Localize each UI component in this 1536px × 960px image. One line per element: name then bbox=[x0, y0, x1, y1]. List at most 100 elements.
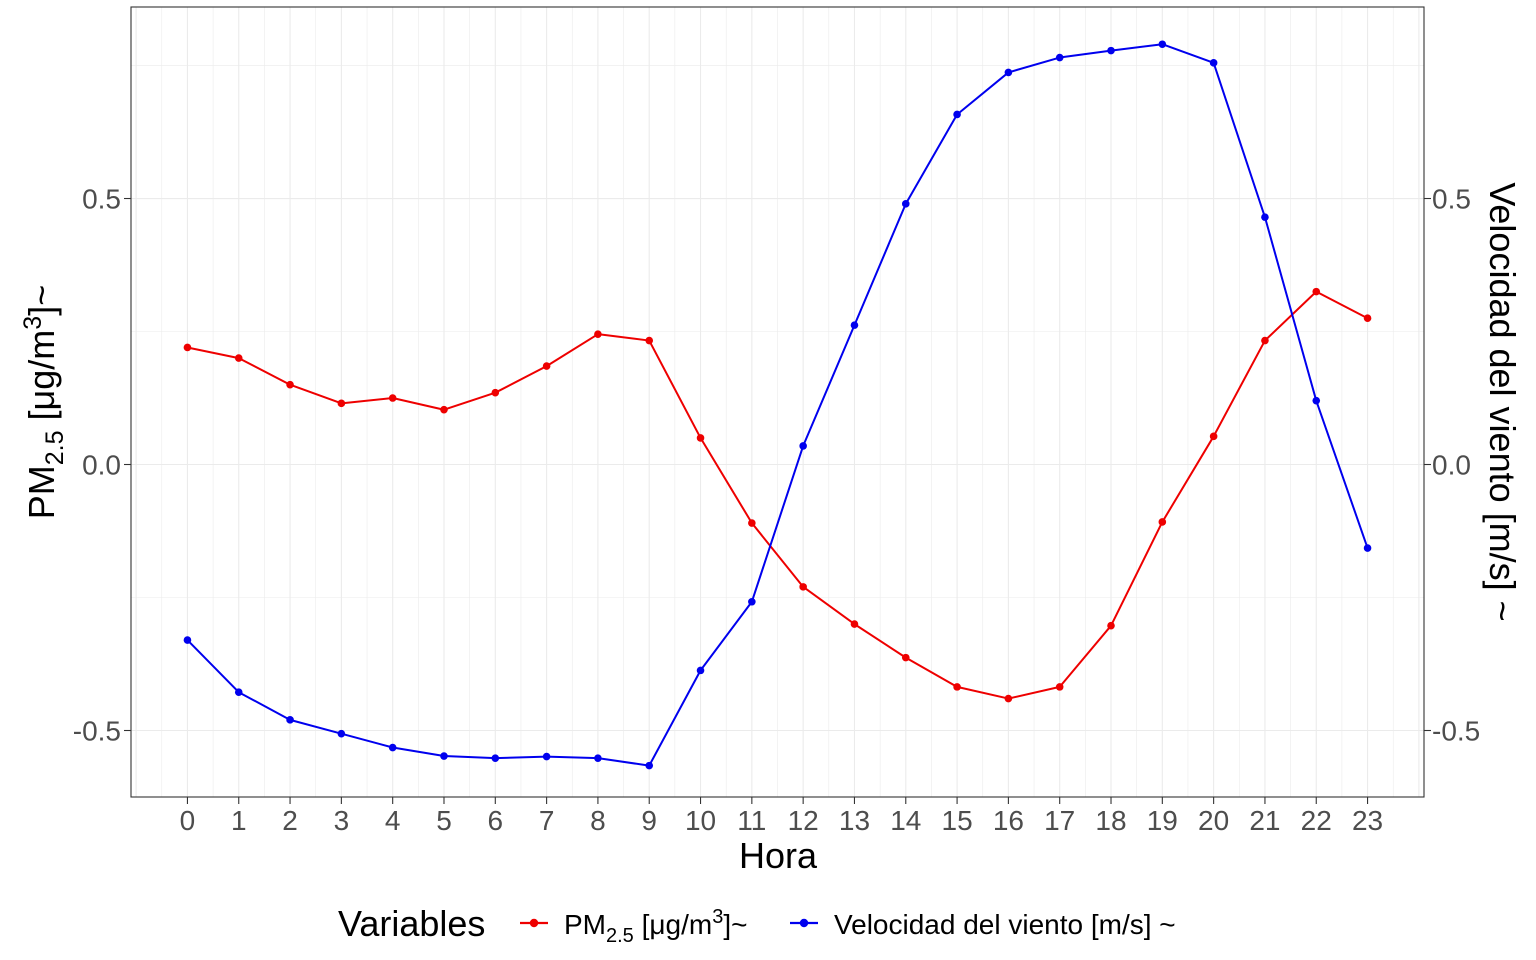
point-wind bbox=[1209, 59, 1218, 67]
point-pm25 bbox=[1363, 314, 1372, 323]
grid-minor bbox=[131, 7, 1424, 797]
legend-key-point-wind bbox=[799, 918, 809, 928]
x-tick-label: 7 bbox=[539, 805, 555, 836]
point-pm25 bbox=[901, 653, 910, 662]
point-pm25 bbox=[1158, 518, 1167, 526]
point-wind bbox=[1158, 40, 1167, 49]
legend-entry-pm25: PM2.5 [μg/m3]~ bbox=[520, 906, 747, 947]
point-pm25 bbox=[696, 434, 705, 442]
x-tick-label: 22 bbox=[1301, 805, 1332, 836]
point-wind bbox=[491, 754, 500, 762]
series-line-wind bbox=[186, 43, 1369, 767]
point-wind bbox=[901, 200, 910, 208]
point-pm25 bbox=[645, 336, 654, 345]
point-pm25 bbox=[799, 583, 807, 591]
point-pm25 bbox=[440, 405, 448, 414]
y-left-title-unit: [μg/m bbox=[21, 330, 62, 431]
point-pm25 bbox=[1004, 694, 1013, 703]
point-pm25 bbox=[388, 394, 397, 402]
x-tick-label: 19 bbox=[1147, 805, 1178, 836]
point-wind bbox=[234, 688, 243, 696]
plot-border bbox=[130, 6, 1425, 798]
x-tick-label: 16 bbox=[993, 805, 1024, 836]
x-tick-label: 1 bbox=[231, 805, 247, 836]
legend-label-wind: Velocidad del viento [m/s] ~ bbox=[834, 909, 1176, 940]
x-tick-label: 4 bbox=[385, 805, 401, 836]
point-pm25 bbox=[542, 362, 551, 370]
point-pm25 bbox=[1209, 432, 1218, 441]
x-tick-label: 20 bbox=[1198, 805, 1229, 836]
point-wind bbox=[850, 321, 859, 329]
point-pm25 bbox=[1261, 336, 1269, 345]
y-left-tick-label: 0.5 bbox=[82, 184, 121, 215]
point-pm25 bbox=[286, 380, 294, 389]
x-tick-label: 17 bbox=[1044, 805, 1075, 836]
y-left-tick-label: 0.0 bbox=[82, 450, 121, 481]
point-pm25 bbox=[1312, 287, 1321, 296]
x-tick-label: 12 bbox=[788, 805, 819, 836]
series-layer bbox=[183, 40, 1372, 770]
x-tick-label: 0 bbox=[180, 805, 196, 836]
y-left-title-sub: 2.5 bbox=[41, 430, 69, 465]
x-tick-label: 5 bbox=[436, 805, 452, 836]
point-wind bbox=[748, 597, 756, 606]
y-axis-right-title: Velocidad del viento [m/s] ~ bbox=[1482, 182, 1523, 621]
point-pm25 bbox=[1055, 683, 1064, 691]
y-axis-left-title: PM2.5 [μg/m3]~ bbox=[19, 285, 69, 519]
point-wind bbox=[953, 110, 961, 119]
x-tick-label: 6 bbox=[488, 805, 504, 836]
point-pm25 bbox=[337, 399, 346, 408]
point-wind bbox=[337, 729, 346, 738]
point-pm25 bbox=[491, 388, 500, 397]
point-wind bbox=[183, 636, 192, 644]
legend-pm25-main: PM bbox=[564, 909, 606, 940]
y-left-title-close: ]~ bbox=[21, 285, 62, 316]
y-right-tick-label: 0.5 bbox=[1432, 184, 1471, 215]
x-axis-title: Hora bbox=[739, 835, 818, 876]
point-wind bbox=[696, 666, 705, 675]
point-wind bbox=[645, 761, 654, 770]
legend-pm25-close: ]~ bbox=[723, 909, 747, 940]
point-wind bbox=[542, 752, 551, 761]
x-tick-label: 10 bbox=[685, 805, 716, 836]
legend-entry-wind: Velocidad del viento [m/s] ~ bbox=[790, 909, 1176, 940]
point-wind bbox=[388, 743, 397, 752]
point-pm25 bbox=[953, 683, 961, 691]
y-left-title-main: PM bbox=[21, 465, 62, 519]
y-right-tick-label: -0.5 bbox=[1432, 716, 1480, 747]
x-tick-label: 9 bbox=[641, 805, 657, 836]
x-tick-label: 15 bbox=[942, 805, 973, 836]
x-tick-label: 2 bbox=[282, 805, 298, 836]
point-wind bbox=[594, 754, 602, 762]
point-pm25 bbox=[183, 343, 192, 352]
x-tick-label: 18 bbox=[1095, 805, 1126, 836]
series-line-pm25 bbox=[187, 290, 1369, 700]
tick-labels: 0 1 2 3 4 5 6 7 8 9 10 11 12 13 14 15 16 17 18 19 20 21 22 23-0… bbox=[73, 184, 1481, 836]
y-left-tick-label: -0.5 bbox=[73, 716, 121, 747]
point-pm25 bbox=[748, 519, 756, 527]
legend-pm25-sup: 3 bbox=[712, 906, 723, 928]
y-left-title-sup: 3 bbox=[19, 316, 47, 330]
point-wind bbox=[1055, 53, 1064, 62]
point-wind bbox=[799, 442, 807, 450]
legend-pm25-unit: [μg/m bbox=[634, 909, 712, 940]
axis-ticks bbox=[124, 197, 1431, 804]
x-tick-label: 23 bbox=[1352, 805, 1383, 836]
legend-key-point-pm25 bbox=[529, 918, 539, 928]
x-tick-label: 21 bbox=[1249, 805, 1280, 836]
point-wind bbox=[1363, 544, 1372, 552]
point-pm25 bbox=[594, 330, 602, 338]
legend: Variables PM2.5 [μg/m3]~ Velocidad del v… bbox=[338, 903, 1176, 947]
y-right-tick-label: 0.0 bbox=[1432, 450, 1471, 481]
legend-title: Variables bbox=[338, 903, 485, 944]
x-tick-label: 3 bbox=[334, 805, 350, 836]
point-wind bbox=[1261, 213, 1269, 221]
point-wind bbox=[286, 716, 294, 724]
x-tick-label: 13 bbox=[839, 805, 870, 836]
point-wind bbox=[1312, 396, 1321, 405]
point-wind bbox=[440, 752, 448, 760]
point-wind bbox=[1107, 46, 1115, 55]
x-tick-label: 14 bbox=[890, 805, 921, 836]
legend-label-pm25: PM2.5 [μg/m3]~ bbox=[564, 906, 747, 947]
